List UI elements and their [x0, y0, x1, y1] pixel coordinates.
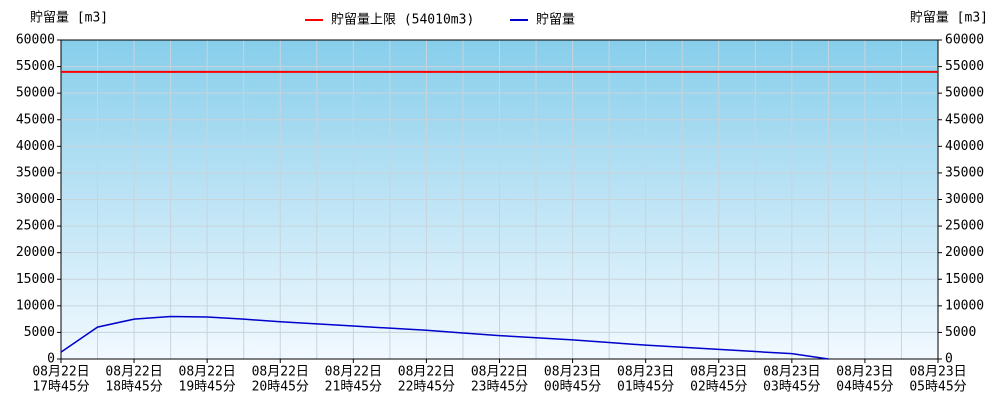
x-tick-label: 08月23日: [763, 365, 820, 380]
x-tick-label: 08月23日: [544, 365, 601, 380]
x-tick-label: 08月23日: [836, 365, 893, 380]
y-tick-label: 50000: [16, 86, 55, 101]
x-tick-label: 23時45分: [471, 380, 528, 395]
x-tick-label: 21時45分: [325, 380, 382, 395]
y-tick-label: 60000: [16, 33, 55, 48]
x-tick-label: 05時45分: [909, 380, 966, 395]
x-tick-label: 19時45分: [179, 380, 236, 395]
x-tick-label: 20時45分: [252, 380, 309, 395]
legend-label: 貯留量上限 (54010m3): [331, 13, 474, 28]
y-tick-label: 30000: [16, 192, 55, 207]
y2-tick-label: 55000: [945, 59, 984, 74]
y2-tick-label: 25000: [945, 219, 984, 234]
y2-tick-label: 60000: [945, 33, 984, 48]
y-tick-label: 40000: [16, 139, 55, 154]
x-tick-label: 08月23日: [617, 365, 674, 380]
y-tick-label: 55000: [16, 59, 55, 74]
legend-label: 貯留量: [536, 13, 575, 28]
x-tick-label: 22時45分: [398, 380, 455, 395]
y-tick-label: 20000: [16, 245, 55, 260]
y2-tick-label: 45000: [945, 112, 984, 127]
x-tick-label: 08月22日: [179, 365, 236, 380]
y2-tick-label: 35000: [945, 165, 984, 180]
y-tick-label: 35000: [16, 165, 55, 180]
y-tick-label: 5000: [24, 325, 55, 340]
y2-tick-label: 50000: [945, 86, 984, 101]
x-tick-label: 08月22日: [252, 365, 309, 380]
x-tick-label: 08月22日: [471, 365, 528, 380]
y2-tick-label: 20000: [945, 245, 984, 260]
x-tick-label: 08月22日: [398, 365, 455, 380]
y2-tick-label: 0: [945, 352, 953, 367]
x-tick-label: 01時45分: [617, 380, 674, 395]
x-tick-label: 17時45分: [32, 380, 89, 395]
x-tick-label: 08月23日: [690, 365, 747, 380]
y-axis-title: 貯留量 [m3]: [30, 11, 108, 26]
y-tick-label: 25000: [16, 219, 55, 234]
x-tick-label: 04時45分: [836, 380, 893, 395]
x-tick-label: 00時45分: [544, 380, 601, 395]
y2-tick-label: 5000: [945, 325, 976, 340]
x-tick-label: 18時45分: [105, 380, 162, 395]
y-tick-label: 15000: [16, 272, 55, 287]
y2-tick-label: 10000: [945, 298, 984, 313]
x-tick-label: 08月22日: [105, 365, 162, 380]
x-tick-label: 08月22日: [325, 365, 382, 380]
y-tick-label: 10000: [16, 298, 55, 313]
x-tick-label: 08月23日: [909, 365, 966, 380]
x-tick-label: 02時45分: [690, 380, 747, 395]
y2-axis-title: 貯留量 [m3]: [910, 11, 988, 26]
x-tick-label: 03時45分: [763, 380, 820, 395]
y-tick-label: 45000: [16, 112, 55, 127]
y2-tick-label: 30000: [945, 192, 984, 207]
y-tick-label: 0: [47, 352, 55, 367]
data-line: [60, 315, 829, 360]
y2-tick-label: 15000: [945, 272, 984, 287]
x-tick-label: 08月22日: [32, 365, 89, 380]
y2-tick-label: 40000: [945, 139, 984, 154]
plot-frame: [60, 39, 939, 360]
